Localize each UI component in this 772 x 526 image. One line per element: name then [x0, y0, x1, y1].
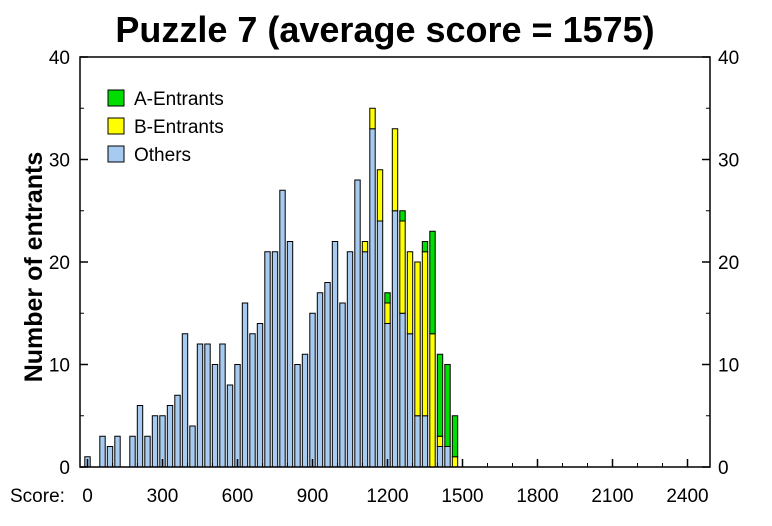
bar-others-11 [166, 405, 174, 468]
bar-others-9 [151, 415, 159, 468]
bar-others-8 [144, 435, 151, 468]
chart-title: Puzzle 7 (average score = 1575) [115, 9, 654, 50]
bar-others-3 [106, 446, 114, 468]
bar-others-32 [324, 282, 331, 468]
legend-swatch-a-entrants [107, 89, 125, 107]
y-axis-label: Number of entrants [20, 152, 48, 383]
bar-b-entrants-41 [391, 128, 399, 212]
y-tick-label-left-0: 0 [59, 458, 70, 479]
bar-others-7 [136, 405, 144, 468]
bar-others-15 [196, 343, 204, 468]
legend-swatch-others [107, 145, 125, 163]
bar-others-23 [256, 323, 264, 468]
bar-others-33 [331, 241, 339, 468]
y-tick-label-right-0: 0 [718, 458, 729, 479]
bar-others-30 [309, 312, 316, 468]
bar-others-35 [346, 251, 354, 468]
bar-others-22 [249, 333, 256, 468]
bar-a-entrants-49 [451, 415, 459, 458]
x-axis-label: Score: [10, 486, 65, 507]
bar-others-36 [354, 179, 361, 468]
y-tick-label-left-40: 40 [49, 48, 70, 69]
bar-b-entrants-40 [384, 302, 391, 324]
bar-others-39 [376, 220, 384, 468]
bar-others-19 [226, 384, 234, 468]
bar-others-43 [406, 333, 414, 468]
legend: A-Entrants B-Entrants Others [107, 89, 224, 166]
bar-others-48 [444, 446, 451, 468]
bar-others-14 [189, 425, 196, 468]
bar-b-entrants-45 [421, 251, 429, 417]
x-tick-label-0: 0 [82, 486, 93, 507]
bar-others-6 [129, 435, 136, 468]
bar-others-12 [174, 394, 181, 468]
x-tick-label-900: 900 [297, 486, 329, 507]
bar-others-28 [294, 364, 301, 468]
x-tick-label-600: 600 [222, 486, 254, 507]
bar-others-20 [234, 364, 241, 468]
bar-others-25 [271, 251, 279, 468]
bar-others-26 [279, 189, 286, 468]
bar-b-entrants-43 [406, 251, 414, 335]
bar-others-16 [204, 343, 211, 468]
bar-others-13 [181, 333, 189, 468]
bars-group [84, 107, 459, 468]
bar-others-29 [301, 353, 309, 468]
bar-others-34 [339, 302, 346, 468]
bar-b-entrants-46 [429, 333, 436, 468]
bar-a-entrants-40 [384, 292, 391, 304]
bar-a-entrants-42 [399, 210, 406, 222]
y-tick-label-left-20: 20 [49, 253, 70, 274]
bar-b-entrants-49 [451, 456, 459, 468]
bar-others-27 [286, 241, 294, 468]
bar-b-entrants-47 [436, 435, 444, 447]
y-tick-label-right-10: 10 [718, 356, 739, 377]
y-tick-label-right-40: 40 [718, 48, 739, 69]
bar-others-31 [316, 292, 324, 468]
x-tick-label-300: 300 [147, 486, 179, 507]
y-tick-label-right-20: 20 [718, 253, 739, 274]
bar-a-entrants-47 [436, 353, 444, 437]
y-tick-label-left-30: 30 [49, 151, 70, 172]
bar-b-entrants-38 [369, 107, 376, 130]
bar-others-41 [391, 210, 399, 468]
bar-others-24 [264, 251, 271, 468]
bar-a-entrants-45 [421, 241, 429, 253]
legend-swatch-b-entrants [107, 117, 125, 135]
x-tick-label-1800: 1800 [516, 486, 558, 507]
bar-a-entrants-46 [429, 230, 436, 335]
bar-others-37 [361, 251, 369, 468]
x-tick-label-1500: 1500 [441, 486, 483, 507]
bar-a-entrants-48 [444, 364, 451, 447]
bar-others-17 [211, 364, 219, 468]
x-tick-label-2400: 2400 [666, 486, 708, 507]
legend-label-b-entrants: B-Entrants [134, 117, 224, 138]
bar-others-21 [241, 302, 249, 468]
bar-b-entrants-42 [399, 220, 406, 314]
bar-b-entrants-44 [414, 261, 421, 417]
bar-others-4 [114, 435, 121, 468]
legend-label-a-entrants: A-Entrants [134, 89, 224, 110]
bar-b-entrants-37 [361, 241, 369, 253]
bar-b-entrants-39 [376, 169, 384, 222]
bar-others-2 [99, 435, 106, 468]
bar-others-38 [369, 128, 376, 468]
x-tick-label-2100: 2100 [591, 486, 633, 507]
legend-label-others: Others [134, 145, 191, 166]
bar-others-44 [414, 415, 421, 468]
y-tick-label-left-10: 10 [49, 356, 70, 377]
y-tick-label-right-30: 30 [718, 151, 739, 172]
bar-others-45 [421, 415, 429, 468]
bar-others-42 [399, 312, 406, 468]
bar-others-18 [219, 343, 226, 468]
bar-others-40 [384, 323, 391, 468]
bar-others-47 [436, 446, 444, 468]
x-tick-label-1200: 1200 [366, 486, 408, 507]
